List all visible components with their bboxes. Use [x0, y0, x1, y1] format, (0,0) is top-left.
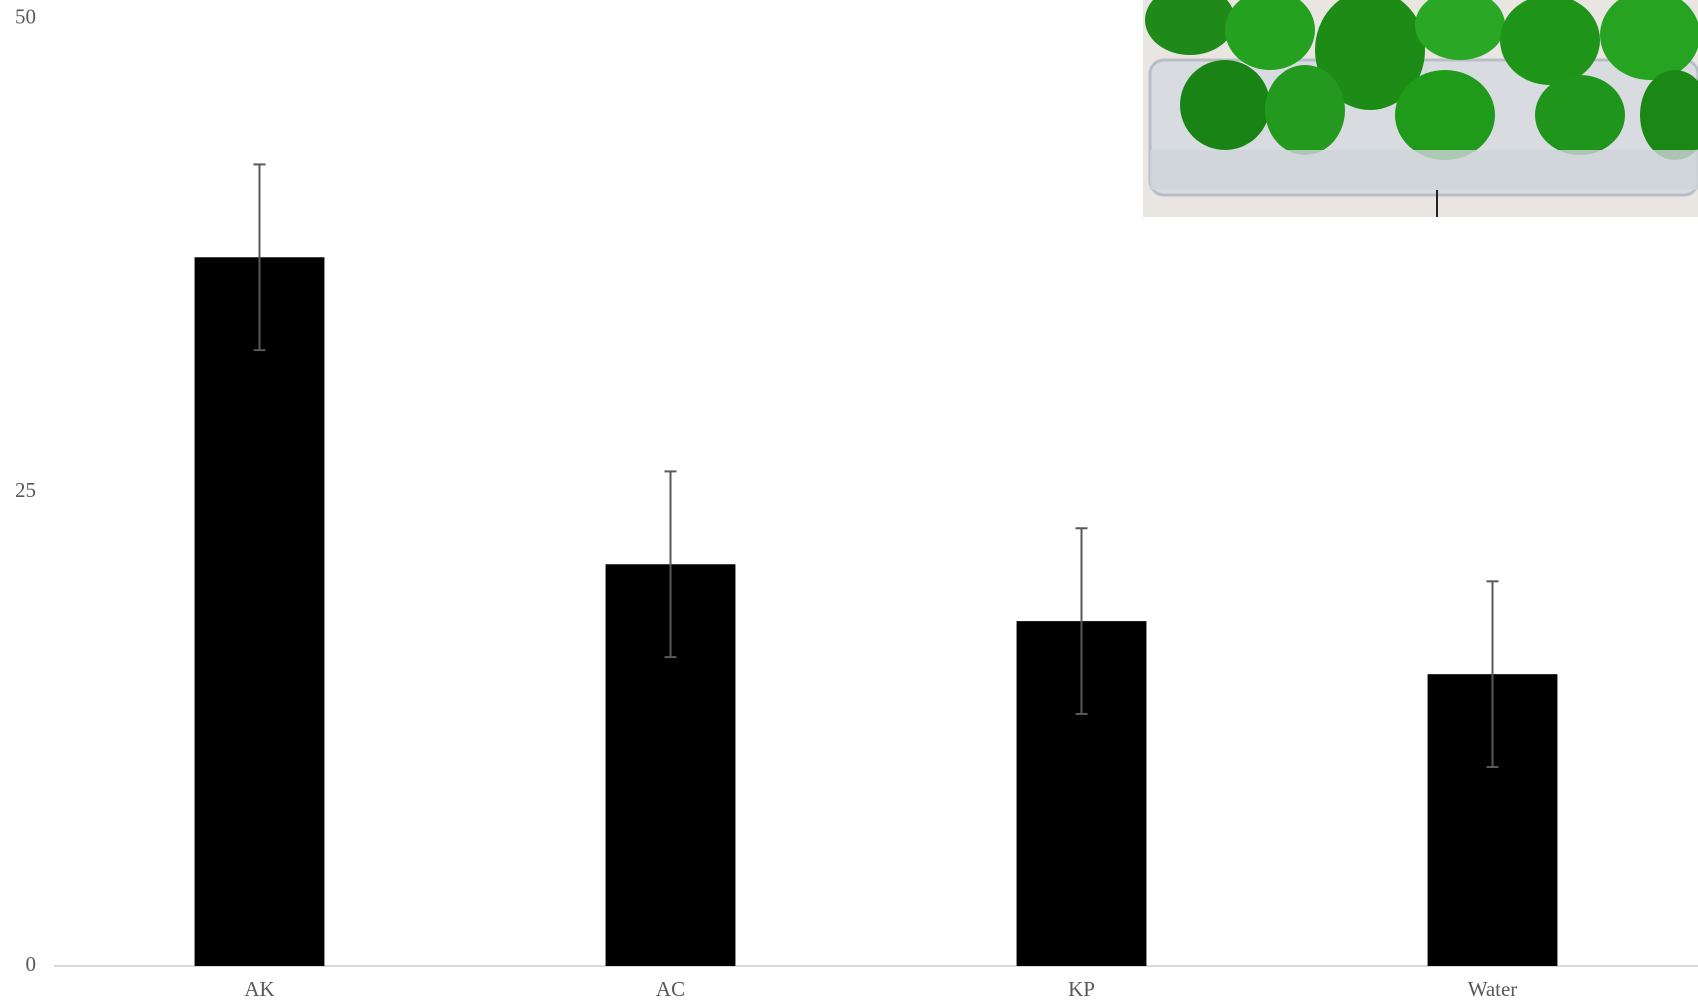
x-tick-label: AK — [244, 977, 274, 1000]
x-tick-label: KP — [1068, 977, 1095, 1000]
error-bar — [1075, 527, 1088, 715]
y-tick-label: 25 — [15, 478, 36, 502]
error-bar — [253, 163, 266, 352]
bar — [194, 257, 325, 966]
y-tick-label: 0 — [26, 952, 37, 976]
error-bar — [1486, 580, 1499, 769]
x-tick-label: Water — [1468, 977, 1518, 1000]
x-tick-label: AC — [656, 977, 685, 1000]
photo — [1143, 0, 1698, 217]
error-bar — [664, 470, 677, 659]
y-tick-label: 50 — [15, 4, 36, 28]
